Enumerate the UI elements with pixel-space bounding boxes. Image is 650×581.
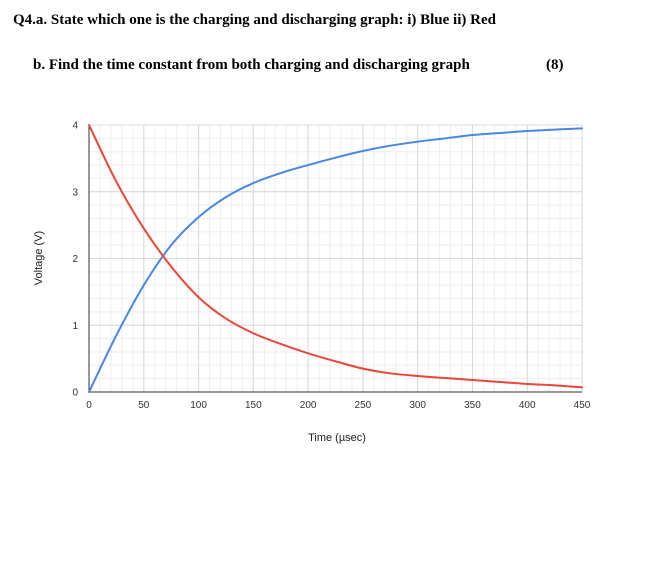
x-axis-title: Time (µsec) xyxy=(308,432,366,444)
axes xyxy=(88,125,582,393)
y-tick-label: 0 xyxy=(72,388,78,399)
x-tick-label: 400 xyxy=(519,400,536,411)
x-tick-label: 200 xyxy=(300,400,317,411)
y-tick-label: 4 xyxy=(72,121,78,132)
series-layer xyxy=(88,124,583,393)
question-part-a: Q4.a. State which one is the charging an… xyxy=(13,12,496,28)
y-tick-label: 2 xyxy=(72,254,78,265)
series-line-2 xyxy=(88,124,583,389)
y-axis-title: Voltage (V) xyxy=(33,231,45,285)
x-tick-labels: 0 50 100 150 200 250 300 350 400 450 xyxy=(86,400,591,411)
x-tick-label: 300 xyxy=(409,400,426,411)
question-part-b: b. Find the time constant from both char… xyxy=(33,57,470,73)
question-marks: (8) xyxy=(546,57,564,73)
x-tick-label: 100 xyxy=(190,400,207,411)
x-tick-label: 50 xyxy=(138,400,150,411)
x-tick-label: 350 xyxy=(464,400,481,411)
x-tick-label: 450 xyxy=(574,400,591,411)
x-tick-label: 250 xyxy=(355,400,372,411)
series-line-1 xyxy=(88,127,583,393)
x-tick-label: 150 xyxy=(245,400,262,411)
y-tick-labels: 0 1 2 3 4 xyxy=(72,121,78,399)
y-tick-label: 3 xyxy=(72,187,78,198)
y-tick-label: 1 xyxy=(72,321,78,332)
x-tick-label: 0 xyxy=(86,400,92,411)
